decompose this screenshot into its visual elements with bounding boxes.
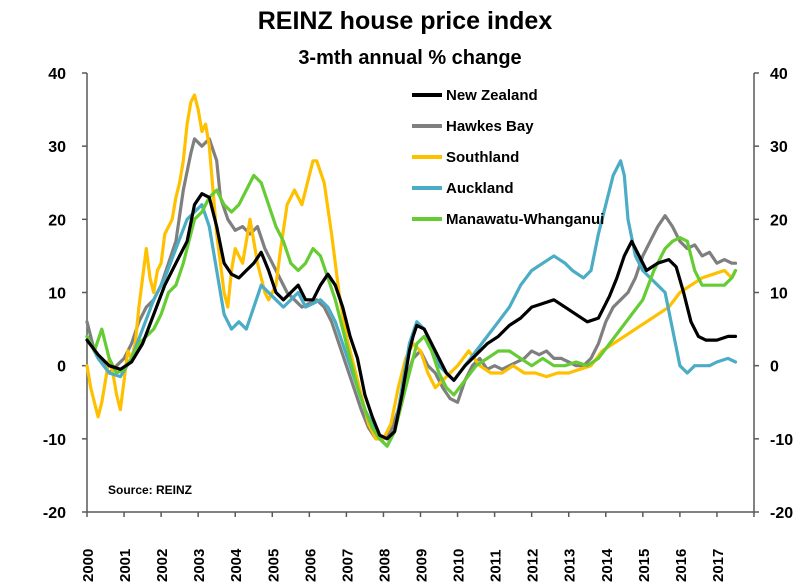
y-tick-label-right: 40 — [770, 66, 788, 83]
y-tick-label: 10 — [48, 286, 66, 303]
legend-label: Southland — [446, 149, 519, 166]
y-tick-label-right: 10 — [770, 286, 788, 303]
x-tick-label: 2006 — [302, 549, 319, 582]
x-axis: 2000 2001 2002 2003 2004 2005 2006 2007 2008 2009… — [80, 512, 755, 582]
x-tick-label: 2011 — [488, 549, 505, 582]
x-tick-label: 2015 — [636, 549, 653, 582]
chart-subtitle: 3-mth annual % change — [298, 47, 521, 69]
y-tick-label: -20 — [43, 505, 66, 522]
y-tick-label-right: 30 — [770, 139, 788, 156]
x-tick-label: 2012 — [525, 549, 542, 582]
source-label: Source: REINZ — [108, 483, 192, 497]
x-tick-label: 2004 — [228, 548, 245, 582]
x-tick-label: 2002 — [154, 549, 171, 582]
legend-label: New Zealand — [446, 87, 538, 104]
x-tick-label: 2005 — [265, 549, 282, 582]
x-tick-label: 2003 — [191, 549, 208, 582]
x-tick-label: 2009 — [414, 549, 431, 582]
series-line-southland — [85, 93, 738, 441]
y-axis-right: -20 -10 0 10 20 30 40 — [754, 66, 793, 522]
y-axis-left: -20 -10 0 10 20 30 40 — [43, 66, 87, 522]
legend-label: Manawatu-Whanganui — [446, 211, 604, 228]
legend-label: Auckland — [446, 180, 514, 197]
y-tick-label: -10 — [43, 432, 66, 449]
legend: New Zealand Hawkes Bay Southland Auckland Ma… — [412, 87, 604, 228]
x-tick-label: 2001 — [117, 549, 134, 582]
y-tick-label-right: 0 — [770, 359, 779, 376]
x-tick-label: 2000 — [80, 549, 97, 582]
y-tick-label-right: -10 — [770, 432, 793, 449]
y-tick-label-right: -20 — [770, 505, 793, 522]
y-tick-label: 40 — [48, 66, 66, 83]
series-line-auckland — [85, 159, 738, 448]
x-tick-label: 2017 — [710, 549, 727, 582]
x-tick-label: 2016 — [673, 549, 690, 582]
y-tick-label: 20 — [48, 212, 66, 229]
x-tick-label: 2007 — [339, 549, 356, 582]
y-tick-label: 0 — [57, 359, 66, 376]
x-tick-label: 2010 — [451, 549, 468, 582]
chart-title: REINZ house price index — [258, 7, 553, 35]
x-tick-label: 2013 — [562, 549, 579, 582]
legend-label: Hawkes Bay — [446, 118, 534, 135]
series-line-new-zealand — [85, 192, 738, 441]
x-tick-label: 2014 — [599, 548, 616, 582]
series-line-manawatu-whanganui — [85, 173, 738, 448]
series-layer — [85, 93, 738, 448]
series-line-hawkes-bay — [85, 137, 738, 441]
x-tick-label: 2008 — [376, 549, 393, 582]
y-tick-label-right: 20 — [770, 212, 788, 229]
y-tick-label: 30 — [48, 139, 66, 156]
